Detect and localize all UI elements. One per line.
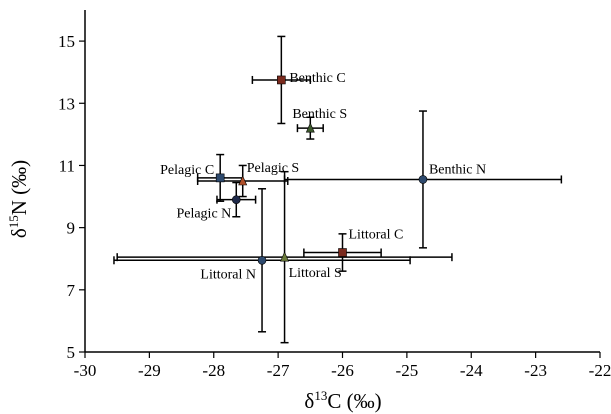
pelagic-n-label: Pelagic N <box>176 207 231 222</box>
pelagic-n-marker <box>231 195 241 204</box>
x-tick-label: -25 <box>396 361 419 380</box>
littoral-s-marker <box>280 251 290 262</box>
benthic-c-marker <box>277 75 286 85</box>
ticks: -30 -29 -28 -27 -26 -25 -24 -23 -22 5 7 9 11 13 15 <box>58 32 611 380</box>
y-tick-label: 9 <box>67 219 76 238</box>
pelagic-c-label: Pelagic C <box>160 163 214 178</box>
benthic-n-marker <box>418 175 428 184</box>
x-tick-label: -27 <box>267 361 290 380</box>
y-tick-label: 11 <box>59 156 75 175</box>
point-labels: Benthic C Benthic S Benthic N Pelagic C Pela… <box>160 71 486 282</box>
y-tick-label: 5 <box>67 343 76 362</box>
x-tick-label: -29 <box>138 361 161 380</box>
pelagic-s-label: Pelagic S <box>247 161 300 176</box>
x-tick-label: -28 <box>202 361 225 380</box>
pelagic-s-marker <box>238 175 248 186</box>
benthic-n-label: Benthic N <box>429 162 486 177</box>
littoral-c-marker <box>338 248 347 257</box>
y-tick-label: 15 <box>58 32 75 51</box>
benthic-c-label: Benthic C <box>289 71 345 86</box>
x-tick-label: -30 <box>74 361 97 380</box>
x-tick-label: -23 <box>524 361 547 380</box>
littoral-s-label: Littoral S <box>289 266 342 281</box>
axes <box>84 10 600 353</box>
benthic-s-label: Benthic S <box>292 107 347 122</box>
x-tick-label: -22 <box>589 361 611 380</box>
benthic-s-marker <box>305 122 315 133</box>
x-tick-label: -24 <box>460 361 483 380</box>
littoral-c-label: Littoral C <box>349 228 404 243</box>
y-tick-label: 7 <box>67 281 76 300</box>
y-axis-title: δ15N (‰) <box>6 160 31 238</box>
x-tick-label: -26 <box>331 361 354 380</box>
littoral-n-marker <box>257 255 267 265</box>
y-tick-label: 13 <box>58 94 75 113</box>
x-axis-title: δ13C (‰) <box>304 388 381 413</box>
littoral-n-label: Littoral N <box>200 267 256 282</box>
markers <box>215 75 428 265</box>
pelagic-c-marker <box>215 173 225 183</box>
